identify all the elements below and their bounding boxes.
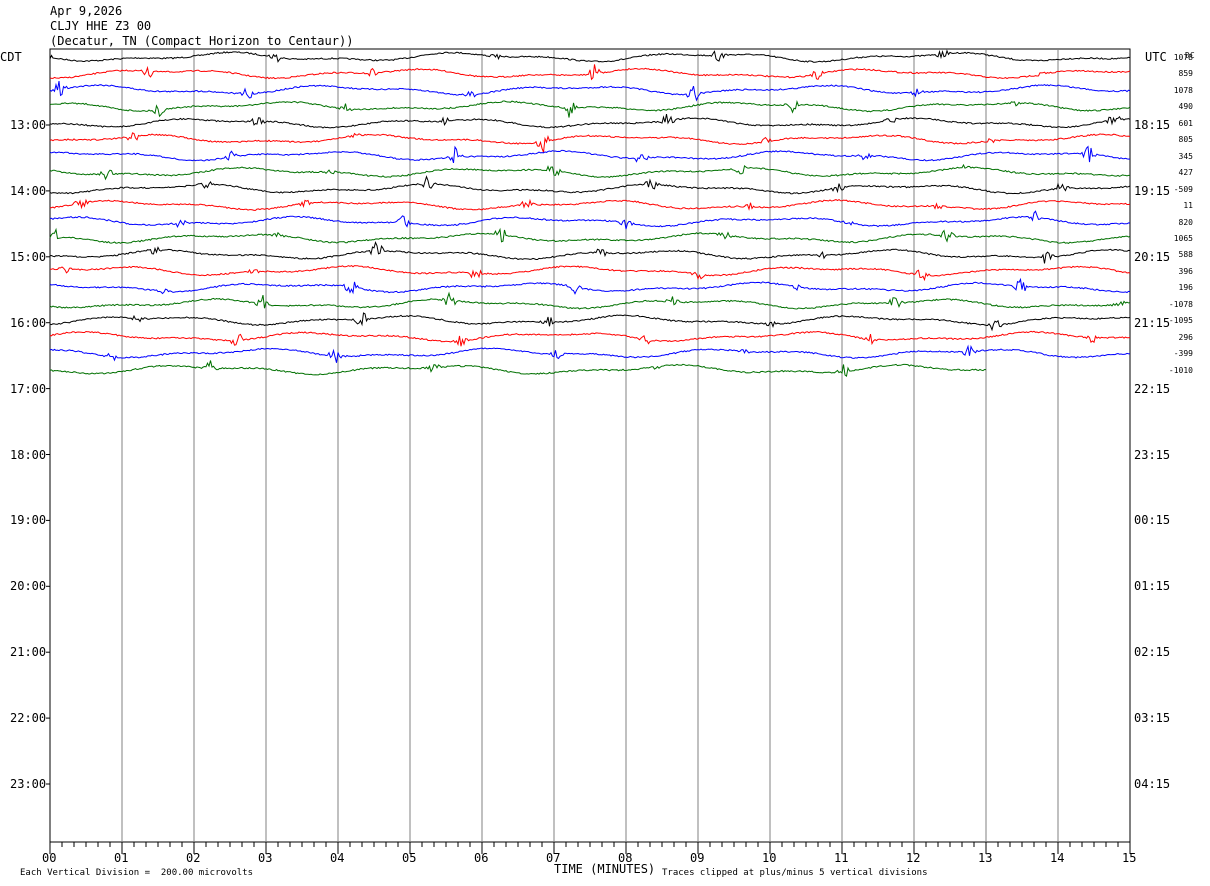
left-hour-label: 20:00 [10, 579, 47, 594]
dc-offset-value: 427 [1178, 168, 1193, 178]
clip-note: Traces clipped at plus/minus 5 vertical … [662, 868, 928, 878]
dc-offset-value: 1078 [1173, 85, 1193, 95]
dc-offset-value: -1010 [1168, 365, 1193, 375]
right-hour-label: 18:15 [1134, 118, 1171, 132]
dc-column-header: DC [1185, 51, 1195, 60]
dc-offset-value: 296 [1178, 332, 1193, 342]
dc-offset-value: 601 [1178, 118, 1193, 128]
x-tick-label: 12 [906, 851, 921, 865]
trace-line [49, 198, 1131, 211]
left-hour-label: 23:00 [10, 777, 47, 791]
left-timezone-label: CDT [0, 50, 22, 64]
trace-line [49, 360, 987, 377]
right-hour-label: 01:15 [1134, 579, 1171, 594]
left-hour-label: 18:00 [10, 447, 47, 462]
trace-line [49, 210, 1131, 230]
trace-line [49, 114, 1131, 129]
dc-offset-value: 859 [1178, 69, 1193, 79]
dc-offset-value: 490 [1178, 102, 1193, 112]
trace-line [49, 175, 1131, 195]
dc-offset-value: 1065 [1173, 233, 1193, 243]
plot-date: Apr 9,2026 [50, 4, 123, 18]
dc-offset-value: -1078 [1168, 299, 1193, 309]
x-tick-label: 09 [690, 851, 705, 865]
trace-line [49, 227, 1131, 244]
left-hour-label: 17:00 [10, 381, 47, 396]
x-tick-label: 04 [330, 851, 345, 865]
x-tick-label: 10 [762, 851, 777, 865]
dc-offset-value: 396 [1178, 266, 1193, 276]
x-tick-label: 02 [186, 851, 201, 865]
right-hour-label: 22:15 [1134, 381, 1171, 396]
x-tick-label: 03 [258, 851, 273, 865]
right-hour-label: 23:15 [1134, 447, 1171, 462]
trace-line [49, 81, 1131, 102]
x-tick-label: 13 [978, 851, 993, 865]
trace-line [49, 241, 1131, 264]
scale-note: Each Vertical Division = 200.00 microvol… [20, 868, 253, 878]
x-tick-label: 07 [546, 851, 561, 865]
dc-offset-value: -1095 [1168, 316, 1193, 326]
right-hour-label: 04:15 [1134, 777, 1171, 791]
right-hour-label: 19:15 [1134, 183, 1171, 198]
trace-line [49, 277, 1131, 295]
trace-line [49, 100, 1131, 118]
right-hour-label: 20:15 [1134, 249, 1171, 264]
x-tick-label: 06 [474, 851, 489, 865]
trace-line [49, 330, 1131, 347]
x-tick-label: 01 [114, 851, 129, 865]
dc-offset-value: 820 [1178, 217, 1193, 227]
dc-offset-value: 345 [1178, 151, 1193, 161]
trace-line [49, 64, 1131, 81]
right-hour-label: 21:15 [1134, 315, 1171, 330]
trace-line [49, 291, 1131, 310]
station-name: CLJY HHE Z3 00 [50, 19, 152, 33]
station-location: (Decatur, TN (Compact Horizon to Centaur… [50, 34, 354, 48]
x-axis-title: TIME (MINUTES) [554, 862, 656, 876]
trace-line [49, 49, 1131, 63]
left-hour-label: 16:00 [10, 315, 47, 330]
left-hour-label: 13:00 [10, 118, 47, 132]
right-timezone-label: UTC [1145, 50, 1167, 64]
x-tick-label: 11 [834, 851, 849, 865]
dc-offset-value: 11 [1183, 201, 1193, 211]
x-tick-label: 14 [1050, 851, 1065, 865]
dc-offset-value: 588 [1178, 250, 1193, 260]
dc-offset-value: -399 [1173, 349, 1193, 359]
dc-offset-value: 196 [1178, 283, 1193, 293]
trace-line [49, 145, 1131, 164]
right-hour-label: 00:15 [1134, 513, 1171, 528]
left-hour-label: 22:00 [10, 711, 47, 726]
x-tick-label: 08 [618, 851, 633, 865]
trace-line [49, 312, 1131, 332]
dc-offset-value: -509 [1173, 184, 1193, 194]
x-tick-label: 05 [402, 851, 417, 865]
dc-offset-value: 1078 [1173, 53, 1193, 62]
left-hour-label: 15:00 [10, 249, 47, 264]
trace-line [50, 265, 1131, 282]
x-tick-label: 00 [42, 851, 57, 865]
x-tick-label: 15 [1122, 851, 1137, 865]
trace-line [49, 132, 1131, 153]
right-hour-label: 02:15 [1134, 645, 1171, 660]
trace-line [49, 163, 1130, 181]
dc-offset-value: 805 [1178, 135, 1193, 145]
right-hour-label: 03:15 [1134, 711, 1171, 726]
left-hour-label: 19:00 [10, 513, 47, 528]
trace-line [49, 344, 1131, 363]
left-hour-label: 21:00 [10, 645, 47, 660]
left-hour-label: 14:00 [10, 183, 47, 198]
plot-frame [49, 48, 1131, 843]
